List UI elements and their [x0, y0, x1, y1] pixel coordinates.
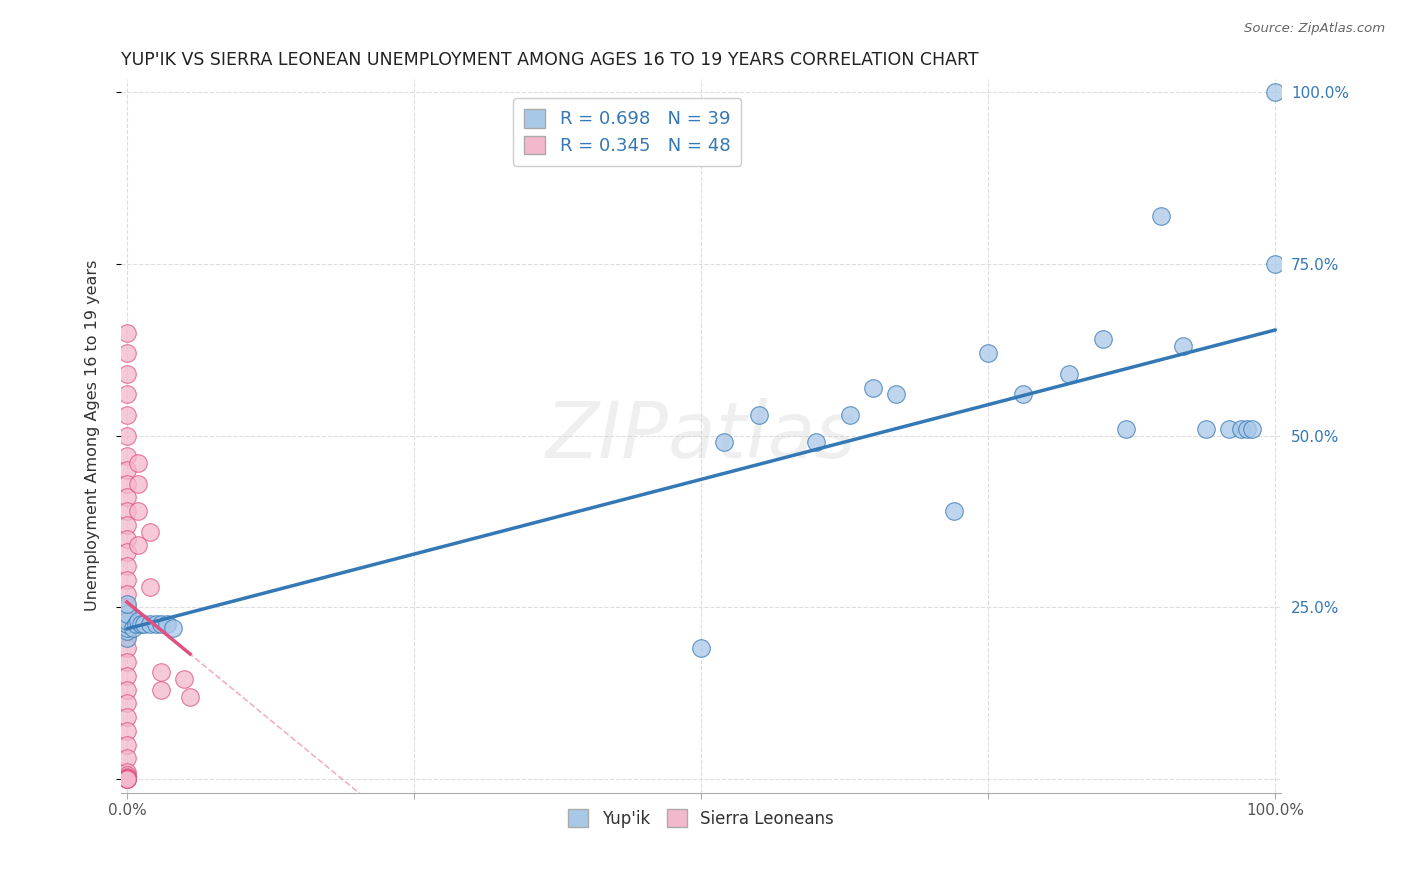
Point	[115, 559, 138, 574]
Point	[127, 539, 149, 553]
Point	[150, 682, 173, 697]
Point	[150, 617, 173, 632]
Point	[115, 765, 138, 780]
Point	[886, 387, 908, 401]
Point	[162, 621, 184, 635]
Point	[1236, 422, 1258, 436]
Point	[115, 682, 138, 697]
Point	[127, 476, 149, 491]
Point	[127, 504, 149, 518]
Point	[690, 641, 713, 656]
Point	[1218, 422, 1240, 436]
Point	[748, 408, 770, 422]
Text: ZIPatlas: ZIPatlas	[546, 398, 856, 474]
Point	[115, 710, 138, 724]
Text: Source: ZipAtlas.com: Source: ZipAtlas.com	[1244, 22, 1385, 36]
Point	[115, 655, 138, 669]
Point	[121, 621, 143, 635]
Point	[977, 346, 1000, 360]
Point	[115, 545, 138, 559]
Point	[1230, 422, 1253, 436]
Point	[1173, 339, 1195, 353]
Point	[804, 435, 827, 450]
Point	[150, 665, 173, 680]
Point	[127, 614, 149, 628]
Point	[115, 600, 138, 615]
Point	[115, 624, 138, 639]
Point	[115, 772, 138, 786]
Point	[179, 690, 201, 704]
Point	[839, 408, 862, 422]
Point	[1092, 333, 1115, 347]
Point	[115, 597, 138, 611]
Point	[1149, 209, 1171, 223]
Point	[115, 346, 138, 360]
Y-axis label: Unemployment Among Ages 16 to 19 years: Unemployment Among Ages 16 to 19 years	[86, 260, 100, 611]
Point	[139, 524, 162, 539]
Point	[145, 617, 167, 632]
Point	[127, 456, 149, 470]
Point	[115, 428, 138, 442]
Point	[156, 617, 179, 632]
Point	[115, 628, 138, 642]
Point	[115, 607, 138, 621]
Point	[1264, 85, 1286, 99]
Point	[115, 367, 138, 381]
Point	[115, 770, 138, 784]
Point	[115, 768, 138, 782]
Point	[1011, 387, 1033, 401]
Point	[115, 631, 138, 645]
Point	[1057, 367, 1080, 381]
Point	[942, 504, 965, 518]
Point	[115, 771, 138, 785]
Point	[115, 326, 138, 340]
Point	[115, 449, 138, 463]
Point	[115, 621, 138, 635]
Point	[115, 723, 138, 738]
Point	[115, 614, 138, 628]
Point	[115, 772, 138, 786]
Point	[115, 408, 138, 422]
Point	[115, 772, 138, 786]
Point	[125, 617, 148, 632]
Point	[115, 669, 138, 683]
Point	[115, 387, 138, 401]
Point	[115, 476, 138, 491]
Point	[115, 697, 138, 711]
Point	[1115, 422, 1137, 436]
Point	[132, 617, 155, 632]
Point	[1241, 422, 1264, 436]
Point	[115, 491, 138, 505]
Point	[139, 617, 162, 632]
Point	[115, 517, 138, 532]
Point	[115, 573, 138, 587]
Point	[115, 738, 138, 752]
Point	[129, 617, 152, 632]
Text: YUP'IK VS SIERRA LEONEAN UNEMPLOYMENT AMONG AGES 16 TO 19 YEARS CORRELATION CHAR: YUP'IK VS SIERRA LEONEAN UNEMPLOYMENT AM…	[121, 51, 979, 69]
Point	[115, 614, 138, 628]
Point	[862, 380, 884, 394]
Point	[115, 463, 138, 477]
Point	[115, 751, 138, 765]
Point	[115, 641, 138, 656]
Point	[173, 673, 195, 687]
Point	[115, 772, 138, 786]
Point	[115, 586, 138, 600]
Point	[115, 617, 138, 632]
Point	[1195, 422, 1218, 436]
Point	[115, 504, 138, 518]
Point	[139, 580, 162, 594]
Point	[713, 435, 735, 450]
Point	[115, 532, 138, 546]
Point	[115, 771, 138, 785]
Legend: Yup'ik, Sierra Leoneans: Yup'ik, Sierra Leoneans	[562, 803, 841, 834]
Point	[1264, 257, 1286, 271]
